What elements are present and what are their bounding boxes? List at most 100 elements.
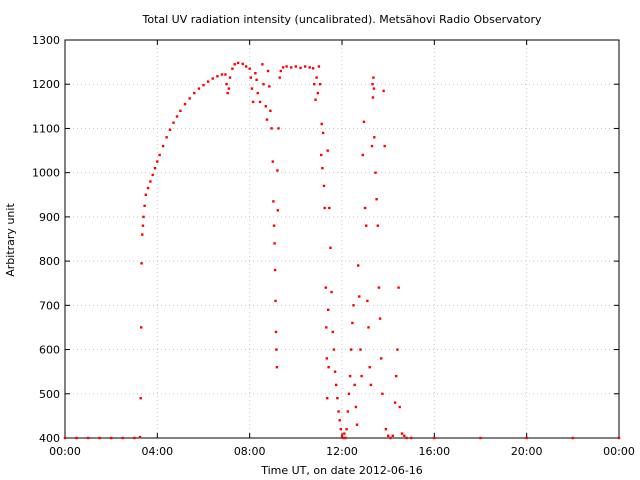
data-point bbox=[370, 144, 374, 148]
data-point bbox=[151, 173, 154, 177]
data-point bbox=[315, 76, 318, 79]
data-point bbox=[433, 436, 436, 440]
data-point bbox=[211, 77, 214, 80]
data-point bbox=[348, 374, 352, 378]
data-point bbox=[158, 153, 161, 157]
data-point bbox=[281, 66, 285, 69]
data-point bbox=[165, 136, 168, 139]
data-point bbox=[331, 330, 334, 334]
data-point bbox=[350, 348, 353, 351]
data-point bbox=[382, 89, 385, 93]
data-point bbox=[271, 160, 274, 163]
data-point bbox=[352, 304, 355, 307]
data-point bbox=[193, 91, 196, 95]
data-point bbox=[268, 85, 271, 88]
data-point bbox=[86, 436, 90, 440]
plot-frame bbox=[64, 39, 620, 439]
data-point bbox=[345, 428, 348, 431]
data-point bbox=[311, 67, 315, 70]
data-point bbox=[326, 397, 329, 400]
x-tick-label: 12:00 bbox=[326, 445, 358, 458]
data-point bbox=[197, 87, 201, 90]
data-point bbox=[278, 76, 281, 79]
data-points bbox=[63, 61, 621, 440]
plot-border bbox=[64, 39, 620, 439]
data-point bbox=[258, 100, 262, 104]
data-point bbox=[375, 198, 378, 201]
data-point bbox=[153, 167, 157, 170]
data-point bbox=[355, 423, 359, 426]
data-point bbox=[294, 65, 297, 68]
data-point bbox=[273, 268, 277, 272]
data-point bbox=[371, 96, 375, 99]
data-point bbox=[380, 357, 383, 360]
data-point bbox=[236, 61, 240, 65]
data-point bbox=[290, 66, 293, 69]
y-tick-label: 1200 bbox=[32, 78, 60, 91]
data-point bbox=[525, 436, 528, 440]
data-point bbox=[206, 80, 210, 83]
data-point bbox=[329, 246, 332, 249]
data-point bbox=[202, 83, 205, 87]
data-point bbox=[220, 73, 224, 76]
data-point bbox=[336, 397, 339, 400]
data-point bbox=[363, 206, 367, 210]
data-point bbox=[156, 160, 159, 163]
data-point bbox=[63, 436, 67, 440]
data-point bbox=[313, 83, 316, 86]
data-point bbox=[188, 97, 191, 100]
data-point bbox=[98, 436, 101, 440]
data-point bbox=[326, 149, 329, 152]
data-point bbox=[330, 290, 333, 294]
data-point bbox=[398, 405, 401, 409]
data-point bbox=[168, 128, 172, 131]
data-point bbox=[224, 73, 227, 76]
data-point bbox=[571, 436, 574, 440]
data-point bbox=[255, 78, 258, 81]
data-point bbox=[254, 72, 257, 75]
data-point bbox=[361, 153, 364, 157]
data-point bbox=[251, 100, 255, 104]
data-point bbox=[369, 383, 373, 387]
data-point bbox=[249, 76, 252, 79]
data-point bbox=[264, 105, 267, 108]
data-point bbox=[367, 326, 370, 329]
data-point bbox=[141, 224, 145, 227]
data-point bbox=[368, 366, 371, 369]
data-point bbox=[328, 206, 331, 210]
data-point bbox=[133, 436, 136, 440]
x-tick-label: 16:00 bbox=[418, 445, 450, 458]
data-point bbox=[143, 204, 146, 207]
data-point bbox=[339, 428, 342, 431]
data-point bbox=[479, 436, 482, 440]
data-point bbox=[374, 171, 377, 174]
data-point bbox=[373, 136, 376, 139]
y-tick-label: 1100 bbox=[32, 122, 60, 135]
data-point bbox=[272, 200, 275, 203]
data-point bbox=[265, 118, 269, 121]
data-point bbox=[231, 67, 234, 70]
y-tick-label: 1000 bbox=[32, 167, 60, 180]
data-point bbox=[359, 348, 362, 351]
x-tick-label: 00:00 bbox=[49, 445, 81, 458]
data-point bbox=[376, 224, 379, 227]
data-point bbox=[276, 169, 279, 172]
data-point bbox=[274, 299, 277, 303]
data-point bbox=[321, 131, 325, 135]
data-point bbox=[617, 436, 621, 440]
data-point bbox=[354, 405, 358, 409]
data-point bbox=[353, 383, 356, 387]
data-point bbox=[365, 224, 368, 227]
data-point bbox=[110, 436, 113, 440]
data-point bbox=[410, 436, 413, 440]
data-point bbox=[405, 436, 408, 440]
data-point bbox=[216, 75, 219, 78]
data-point bbox=[320, 122, 323, 126]
data-point bbox=[269, 109, 272, 112]
y-axis-ticks: 400 500 600 700 800 900 1000 1100 1200 1300 bbox=[32, 34, 619, 445]
data-point bbox=[179, 109, 182, 112]
data-point bbox=[266, 69, 270, 73]
chart-title: Total UV radiation intensity (uncalibrat… bbox=[142, 13, 542, 26]
data-point bbox=[325, 357, 328, 360]
data-point bbox=[337, 410, 340, 413]
